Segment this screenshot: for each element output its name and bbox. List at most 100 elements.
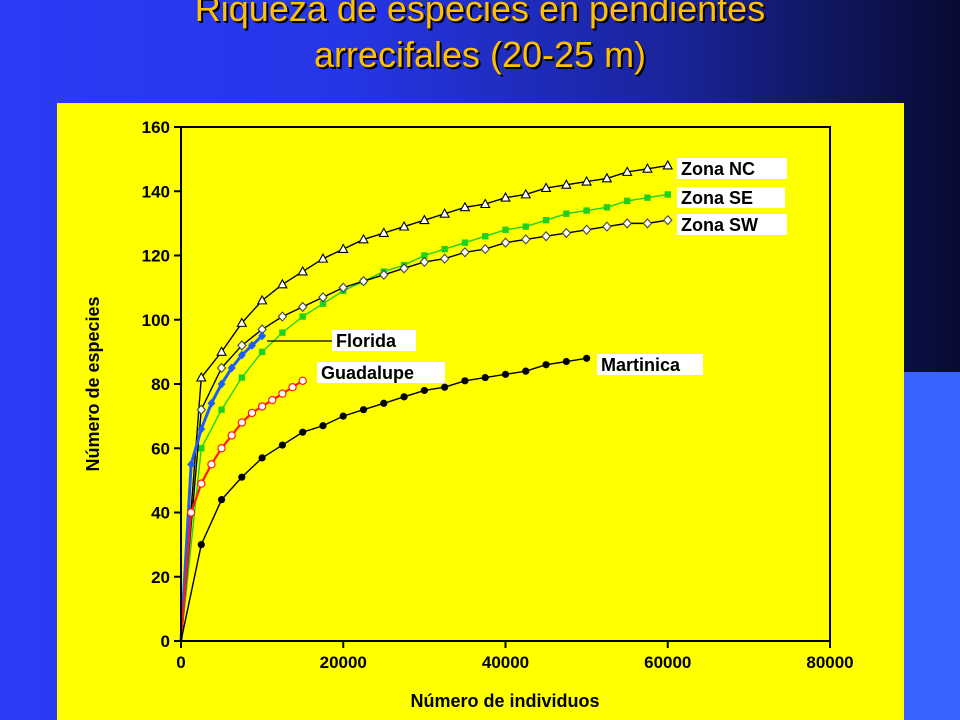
y-tick-label: 60 — [151, 439, 170, 458]
legend-zona-sw-box — [677, 214, 787, 235]
martinica-point — [258, 454, 266, 462]
x-tick-label: 60000 — [644, 653, 691, 672]
series-zona-nc-line — [180, 164, 668, 642]
x-tick-label: 0 — [176, 653, 185, 672]
zona-sw-point — [480, 243, 490, 255]
x-tick-label: 80000 — [806, 653, 853, 672]
legend-zona-se-label: Zona SE — [681, 188, 753, 208]
x-tick-label: 40000 — [482, 653, 529, 672]
zona-nc-point — [621, 166, 633, 176]
series-guadalupe — [179, 376, 307, 642]
guadalupe-point — [278, 389, 287, 398]
series-layer — [179, 159, 674, 642]
slide-title-line-2: arrecifales (20-25 m) — [313, 34, 647, 75]
legend-florida-label: Florida — [336, 331, 397, 351]
zona-se-point — [258, 348, 266, 356]
zona-nc-point — [642, 163, 653, 173]
legend-martinica-box — [597, 354, 703, 375]
legend-guadalupe-box — [317, 362, 445, 383]
guadalupe-point — [186, 508, 196, 517]
martinica-point — [400, 393, 408, 401]
zona-nc-point — [378, 227, 390, 237]
zona-se-point — [482, 233, 489, 240]
legend-zona-sw: Zona SW — [677, 214, 787, 235]
zona-sw-point — [196, 404, 207, 415]
guadalupe-point — [247, 408, 257, 418]
guadalupe-point — [217, 444, 226, 453]
martinica-point — [542, 361, 550, 369]
zona-nc-point — [459, 201, 471, 212]
legend-martinica-label: Martinica — [601, 355, 681, 375]
plot-frame — [180, 126, 831, 642]
legend-guadalupe: Guadalupe — [317, 362, 445, 383]
martinica-point — [501, 370, 510, 378]
florida-point — [227, 363, 236, 373]
slide-title-line-1: Riqueza de especies en pendientes — [194, 0, 766, 29]
y-tick-label: 20 — [151, 568, 170, 587]
axis-ticks-layer: 0 20 40 60 80 100 120 140 160 0 20000 40000 60000 800… — [142, 118, 854, 672]
legend-guadalupe-label: Guadalupe — [321, 363, 414, 383]
y-tick-label: 0 — [161, 632, 170, 651]
zona-sw-point — [602, 221, 612, 232]
zona-se-point — [542, 216, 550, 224]
florida-point — [217, 379, 226, 389]
legend-layer: Zona NC Zona SE Zona SW Florida Guadalupe Mar… — [267, 158, 787, 383]
zona-nc-point — [216, 346, 227, 356]
zona-nc-point — [439, 207, 450, 218]
y-tick-label: 80 — [151, 375, 170, 394]
legend-zona-se-box — [677, 187, 785, 208]
zona-sw-point — [277, 311, 288, 322]
legend-zona-nc-box — [677, 158, 787, 179]
zona-nc-point — [398, 220, 410, 231]
zona-nc-point — [419, 214, 430, 225]
zona-sw-point — [297, 301, 308, 313]
martinica-point — [299, 428, 307, 436]
guadalupe-point — [268, 395, 277, 405]
martinica-point — [583, 354, 591, 362]
guadalupe-point — [298, 376, 307, 385]
legend-zona-nc-label: Zona NC — [681, 159, 755, 179]
zona-nc-point — [236, 317, 248, 327]
series-zona-nc — [180, 159, 674, 642]
martinica-point — [319, 422, 327, 430]
zona-nc-point — [581, 175, 592, 186]
zona-sw-point — [216, 362, 227, 374]
series-zona-sw — [180, 214, 673, 642]
zona-sw-point — [439, 253, 450, 264]
zona-nc-point — [358, 233, 369, 244]
zona-nc-point — [277, 278, 288, 289]
y-tick-label: 100 — [142, 311, 170, 330]
zona-sw-point — [561, 227, 572, 239]
martinica-point — [238, 473, 246, 481]
decorative-block — [900, 372, 960, 720]
martinica-point — [197, 541, 205, 549]
zona-nc-point — [520, 188, 532, 199]
zona-nc-point — [601, 172, 613, 183]
slide-title: Riqueza de especies en pendientes arreci… — [0, 0, 960, 78]
martinica-point — [562, 357, 570, 366]
zona-se-point — [644, 194, 651, 201]
zona-se-point — [218, 406, 225, 413]
zona-se-point — [299, 313, 306, 320]
zona-nc-point — [337, 243, 349, 254]
zona-nc-point — [662, 159, 674, 170]
florida-point — [247, 341, 256, 350]
legend-zona-se: Zona SE — [677, 187, 785, 208]
legend-zona-sw-label: Zona SW — [681, 215, 758, 235]
chart-panel: 0 20 40 60 80 100 120 140 160 0 20000 40000 60000 800… — [57, 103, 904, 720]
zona-nc-point — [256, 294, 268, 305]
guadalupe-point — [227, 431, 236, 440]
guadalupe-point — [197, 479, 206, 488]
martinica-point — [380, 399, 388, 407]
zona-nc-point — [561, 179, 572, 189]
martinica-point — [359, 406, 368, 414]
zona-se-point — [563, 210, 570, 217]
martinica-point — [522, 367, 530, 375]
series-martinica — [180, 354, 591, 642]
x-tick-label: 20000 — [320, 653, 367, 672]
legend-zona-nc: Zona NC — [677, 158, 787, 179]
zona-se-point — [623, 197, 631, 205]
florida-point — [197, 424, 206, 434]
zona-se-point — [502, 226, 509, 233]
zona-nc-point — [297, 265, 309, 276]
